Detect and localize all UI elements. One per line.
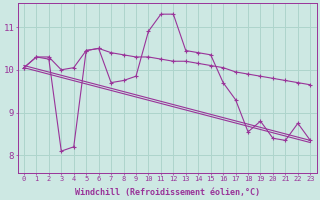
X-axis label: Windchill (Refroidissement éolien,°C): Windchill (Refroidissement éolien,°C) [75, 188, 260, 197]
